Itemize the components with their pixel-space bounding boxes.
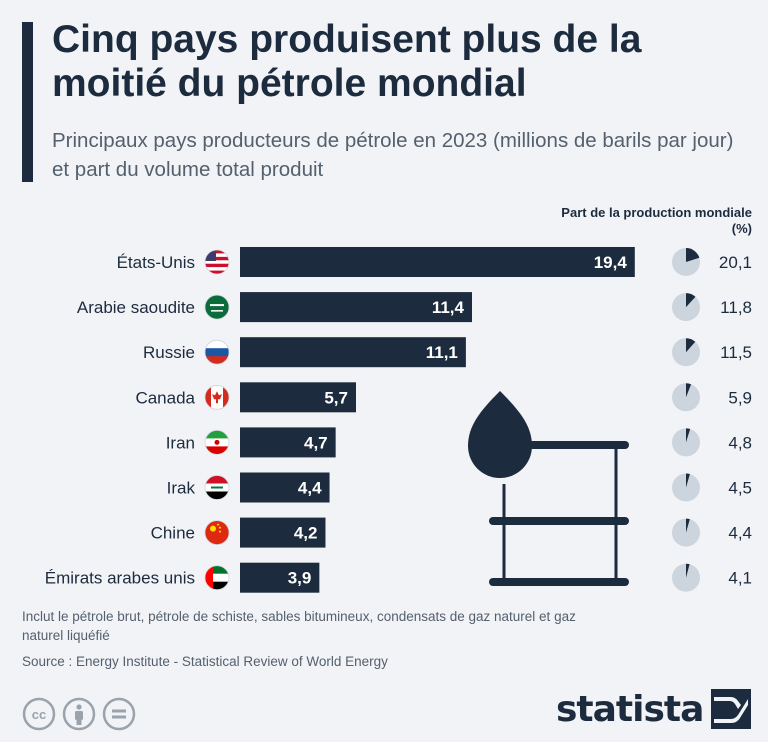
bar — [240, 517, 326, 548]
value-label: 3,9 — [288, 569, 312, 588]
uae-flag-icon — [204, 565, 230, 591]
china-flag-icon — [204, 520, 230, 546]
bar — [240, 292, 472, 323]
value-label: 4,7 — [304, 433, 328, 452]
footnote: Inclut le pétrole brut, pétrole de schis… — [22, 609, 576, 643]
category-label: Russie — [143, 343, 195, 362]
share-pie — [672, 473, 700, 502]
category-label: Irak — [167, 479, 196, 498]
share-label: 4,1 — [728, 569, 752, 588]
value-label: 4,4 — [298, 479, 322, 498]
share-label: 5,9 — [728, 388, 752, 407]
share-column-header: Part de la production mondiale (%) — [561, 205, 752, 236]
share-pie — [672, 248, 700, 276]
category-label: Iran — [166, 433, 195, 452]
title-accent-bar — [22, 22, 33, 182]
value-label: 19,4 — [594, 253, 628, 272]
oil-barrel-illustration — [468, 391, 629, 586]
bar — [240, 427, 336, 458]
value-label: 11,4 — [432, 298, 465, 317]
share-pie — [672, 338, 700, 367]
bar — [240, 337, 466, 368]
canada-flag-icon — [204, 384, 230, 410]
attribution-icon[interactable] — [62, 697, 96, 731]
value-label: 5,7 — [324, 388, 348, 407]
bar-chart: États-Unis 19,4 20,1 Arabie saoudite 11,4 11,… — [45, 247, 752, 593]
share-pie — [672, 293, 700, 322]
iran-flag-icon — [204, 429, 230, 455]
svg-text:cc: cc — [32, 707, 46, 722]
bar — [240, 382, 356, 413]
statista-logo-icon — [711, 689, 752, 729]
statista-logo[interactable]: statista — [556, 686, 752, 732]
source-note: Source : Energy Institute - Statistical … — [22, 654, 388, 669]
category-label: Canada — [135, 388, 195, 407]
bar — [240, 562, 320, 593]
oil-drop-icon — [468, 391, 532, 478]
bar — [240, 247, 635, 277]
share-pie — [672, 518, 700, 547]
saudi-flag-icon — [204, 294, 230, 320]
share-label: 11,5 — [720, 343, 752, 362]
share-pie — [672, 563, 700, 592]
value-label: 4,2 — [294, 524, 318, 543]
barrel-icon — [489, 441, 629, 586]
share-label: 4,5 — [728, 479, 752, 498]
share-label: 20,1 — [719, 253, 752, 272]
share-pie — [672, 383, 700, 412]
bar — [240, 472, 330, 503]
category-label: États-Unis — [117, 253, 195, 272]
no-derivatives-icon[interactable] — [102, 697, 136, 731]
license-icons: cc — [22, 697, 136, 731]
value-label: 11,1 — [426, 343, 458, 362]
chart-subtitle: Principaux pays producteurs de pétrole e… — [52, 129, 734, 181]
cc-icon[interactable]: cc — [22, 697, 56, 731]
russia-flag-icon — [204, 339, 230, 365]
category-label: Chine — [151, 524, 195, 543]
share-label: 11,8 — [720, 298, 752, 317]
share-label: 4,8 — [728, 433, 752, 452]
share-pie — [672, 428, 700, 457]
category-label: Arabie saoudite — [77, 298, 195, 317]
iraq-flag-icon — [204, 475, 230, 500]
brand-name: statista — [556, 688, 704, 730]
us-flag-icon — [204, 249, 230, 275]
category-label: Émirats arabes unis — [45, 569, 195, 588]
share-label: 4,4 — [728, 524, 752, 543]
chart-title: Cinq pays produisent plus de la moitié d… — [52, 18, 642, 105]
